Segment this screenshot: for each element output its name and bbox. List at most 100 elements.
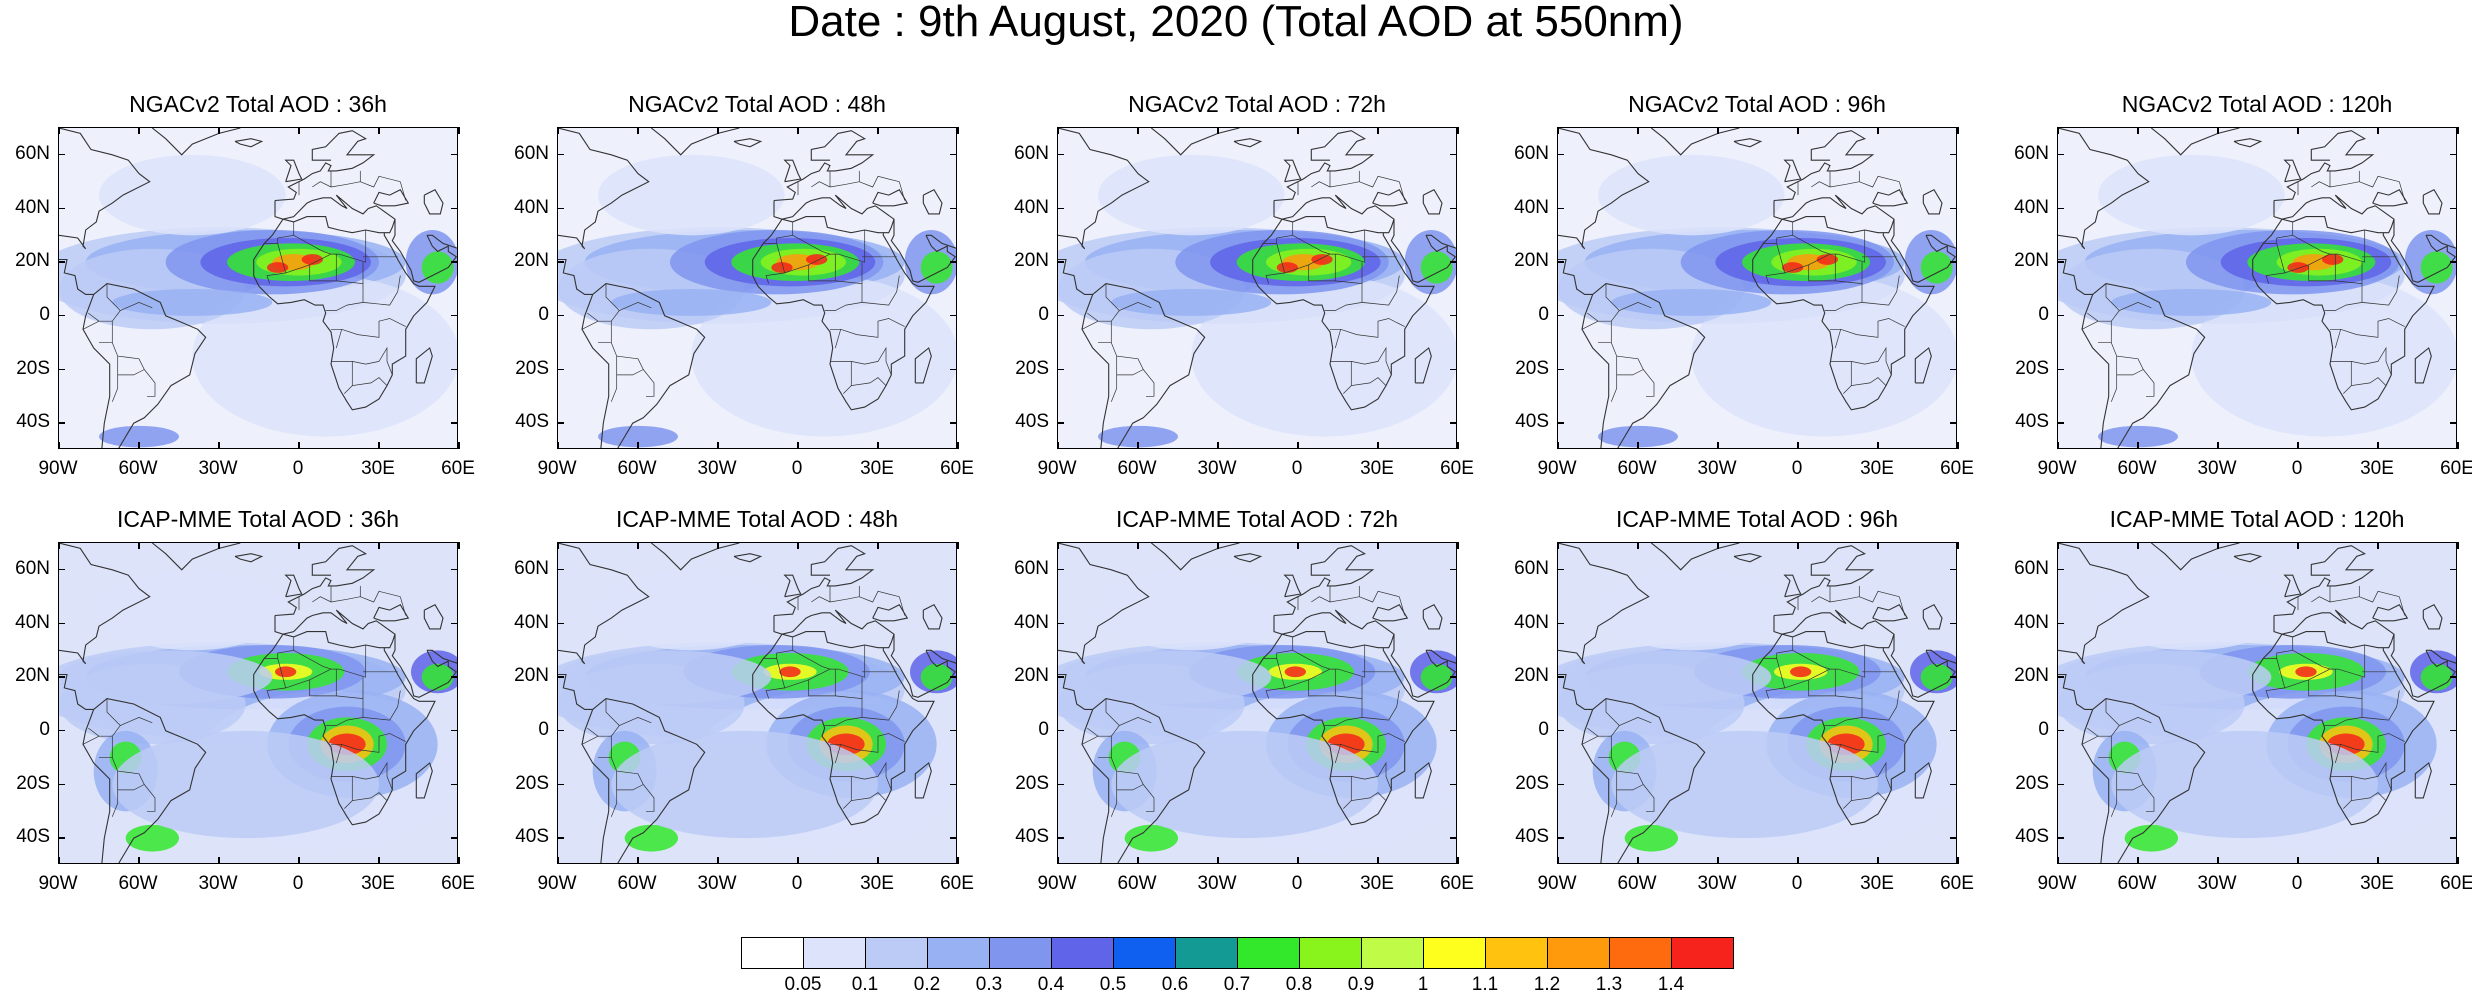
lat-tick	[2450, 261, 2457, 263]
lat-tick	[1057, 207, 1064, 209]
lon-tick-label: 30E	[2360, 458, 2394, 479]
lon-tick-label: 30W	[697, 873, 737, 894]
country-border	[312, 175, 401, 188]
lat-tick	[1057, 153, 1064, 156]
country-border	[1843, 385, 1852, 394]
lon-tick-label: 0	[1791, 458, 1803, 479]
lat-tick	[2057, 153, 2064, 156]
colorbar-label: 0.05	[784, 974, 822, 995]
country-border	[111, 789, 119, 817]
lon-tick	[138, 127, 140, 134]
aod-field	[920, 251, 953, 284]
lon-tick	[797, 442, 799, 449]
colorbar-swatch	[1485, 937, 1548, 969]
country-border	[2263, 221, 2294, 244]
lon-tick	[2297, 542, 2299, 549]
lat-tick-label: 20S	[16, 772, 50, 794]
aod-map	[558, 543, 956, 863]
lat-tick	[58, 783, 65, 785]
lon-tick	[58, 857, 60, 864]
coastline	[274, 130, 376, 202]
lat-tick	[1057, 261, 1064, 263]
lat-tick	[557, 568, 564, 571]
country-border	[1610, 789, 1618, 817]
figure-title: Date : 9th August, 2020 (Total AOD at 55…	[788, 0, 1684, 46]
country-border	[1081, 320, 1099, 330]
country-border	[1843, 800, 1852, 809]
lat-tick	[451, 153, 458, 156]
country-border	[106, 698, 121, 726]
panel-title: NGACv2 Total AOD : 96h	[1628, 91, 1886, 117]
aod-map	[1558, 543, 1956, 863]
lon-tick-label: 30W	[2197, 873, 2237, 894]
country-border	[309, 669, 337, 697]
coastline	[82, 709, 111, 863]
colorbar-label: 1.2	[1533, 974, 1561, 995]
lon-tick	[2217, 127, 2219, 134]
coastline	[1914, 762, 1932, 799]
lon-tick	[298, 857, 300, 864]
lon-tick-label: 90W	[2037, 873, 2077, 894]
coastline	[2414, 347, 2432, 384]
coastline	[592, 698, 706, 863]
aod-field	[2111, 289, 2272, 316]
lon-tick	[1557, 127, 1559, 134]
lat-tick	[2057, 207, 2064, 209]
lat-tick	[2057, 783, 2064, 785]
lon-tick	[797, 542, 799, 549]
aod-field	[779, 666, 801, 678]
country-border	[1898, 181, 1906, 201]
colorbar-swatch	[1051, 937, 1114, 969]
lat-tick	[1557, 314, 1564, 317]
country-border	[581, 320, 599, 330]
lat-tick-label: 20N	[514, 665, 549, 687]
country-border	[1811, 175, 1900, 188]
lon-tick-label: 30W	[2197, 458, 2237, 479]
coastline	[773, 130, 875, 202]
lat-tick-label: 40N	[1514, 196, 1549, 218]
coastline	[2390, 634, 2456, 698]
lon-tick-label: 60W	[617, 873, 657, 894]
country-border	[2263, 636, 2294, 659]
coastline	[1783, 574, 1802, 598]
lon-tick	[378, 442, 380, 449]
coastline	[2273, 609, 2395, 649]
lon-tick-label: 30E	[361, 458, 395, 479]
lat-tick-label: 40N	[1014, 196, 1049, 218]
country-border	[834, 744, 842, 764]
lon-tick	[1637, 442, 1639, 449]
aod-field	[598, 425, 678, 448]
coastline	[922, 603, 943, 630]
colorbar-swatch	[741, 937, 804, 969]
aod-field	[1598, 569, 1785, 651]
aod-field	[1311, 254, 1333, 265]
panel-title: ICAP-MME Total AOD : 96h	[1615, 506, 1899, 532]
lat-tick	[557, 837, 564, 839]
aod-field	[421, 663, 454, 691]
lon-tick-label: 60E	[1440, 873, 1474, 894]
coastline	[1283, 574, 1302, 598]
lat-tick-label: 40S	[16, 826, 50, 848]
coastline	[1592, 698, 1706, 863]
country-border	[2334, 329, 2342, 349]
map-panel	[557, 542, 957, 864]
colorbar-swatch	[1113, 937, 1176, 969]
lat-tick	[2450, 783, 2457, 785]
lat-tick-label: 40N	[15, 196, 50, 218]
lat-tick-label: 0	[1538, 718, 1549, 740]
lat-tick	[1450, 261, 1457, 263]
coastline	[1752, 633, 1935, 826]
lat-tick-label: 40S	[16, 411, 50, 433]
aod-map	[1558, 128, 1956, 448]
country-border	[2350, 776, 2387, 802]
aod-field	[2098, 569, 2285, 651]
colorbar-swatch	[927, 937, 990, 969]
lat-tick-label: 20S	[1515, 357, 1549, 379]
aod-field	[1284, 666, 1306, 678]
coastline	[773, 609, 895, 649]
coastline	[558, 258, 593, 295]
lat-tick-label: 40N	[514, 611, 549, 633]
coastline	[2252, 218, 2435, 411]
coastline	[1273, 609, 1395, 649]
country-border	[616, 356, 644, 376]
